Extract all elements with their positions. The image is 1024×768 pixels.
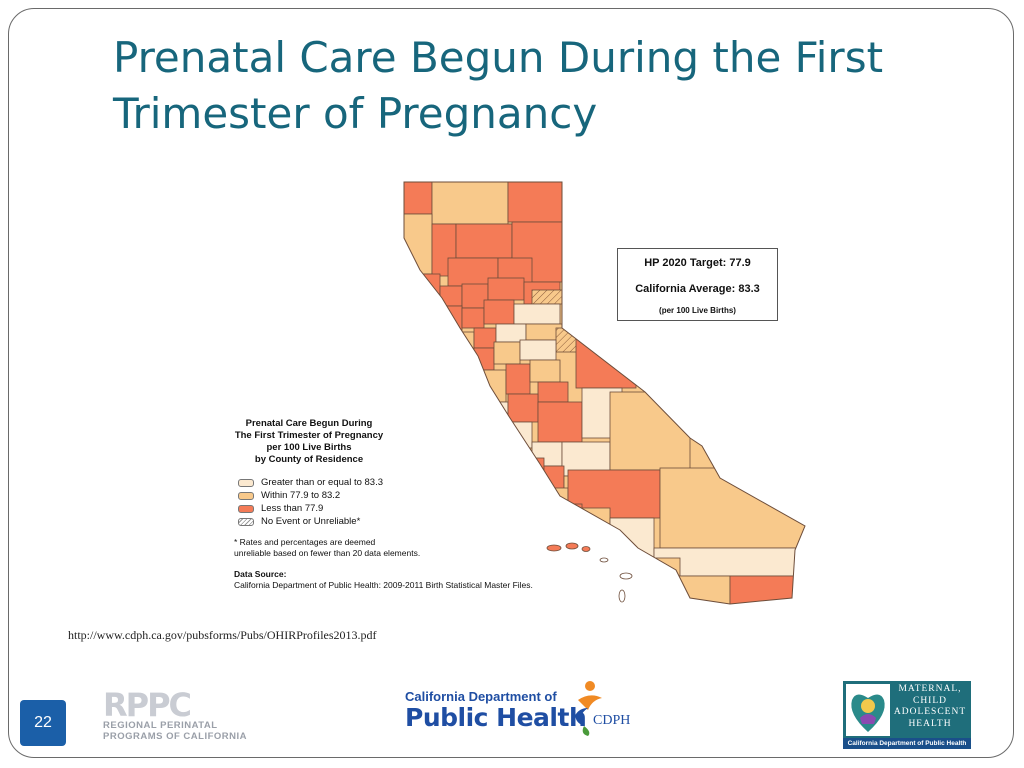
legend-item-unreliable: No Event or Unreliable* — [238, 515, 574, 528]
mcah-heart-icon — [846, 684, 890, 736]
data-source-label: Data Source: — [234, 569, 287, 579]
county-sonoma — [425, 351, 457, 379]
mcah-line: HEALTH — [908, 718, 952, 729]
california-average: California Average: 83.3 — [635, 283, 760, 295]
county-unreliable-1 — [531, 289, 563, 305]
mcah-logo-text: MATERNAL, CHILD ADOLESCENT HEALTH — [891, 684, 969, 730]
rppc-logo-line1: REGIONAL PERINATAL — [103, 720, 218, 731]
county-del-norte — [404, 182, 433, 215]
legend-swatch-low — [238, 504, 254, 513]
california-county-map — [403, 181, 806, 605]
target-box: HP 2020 Target: 77.9 California Average:… — [617, 248, 778, 321]
hp2020-target: HP 2020 Target: 77.9 — [644, 257, 751, 269]
county-yuba — [461, 307, 485, 329]
county-glenn — [439, 285, 463, 307]
map-legend: Prenatal Care Begun During The First Tri… — [234, 418, 574, 590]
county-napa — [455, 349, 475, 375]
legend-title-line: by County of Residence — [254, 454, 364, 465]
rppc-logo-line2: PROGRAMS OF CALIFORNIA — [103, 731, 247, 742]
county-fresno — [537, 401, 583, 443]
mcah-logo-footer: California Department of Public Health — [843, 738, 971, 749]
legend-title-line: Prenatal Care Begun During — [245, 418, 373, 429]
county-san-joaquin — [483, 369, 507, 403]
source-url[interactable]: http://www.cdph.ca.gov/pubsforms/Pubs/OH… — [68, 628, 377, 642]
legend-footnote: * Rates and percentages are deemed unrel… — [234, 537, 421, 558]
legend-title-line: The First Trimester of Pregnancy — [234, 430, 384, 441]
legend-label: Less than 77.9 — [261, 503, 324, 514]
county-imperial — [729, 575, 805, 604]
county-sierra — [487, 277, 525, 301]
county-yolo — [445, 331, 475, 351]
county-mariposa — [529, 359, 561, 383]
county-sacramento — [473, 347, 495, 371]
rppc-logo-abbrev: RPPC — [103, 686, 192, 724]
county-kern — [567, 469, 661, 519]
cdph-logo: California Department of Public Health C… — [405, 681, 645, 745]
legend-title: Prenatal Care Begun During The First Tri… — [234, 418, 384, 466]
island — [546, 544, 562, 552]
legend-items: Greater than or equal to 83.3 Within 77.… — [234, 476, 574, 528]
legend-swatch-hatched — [238, 517, 254, 526]
county-amador — [495, 323, 527, 343]
county-san-diego — [669, 575, 731, 604]
island — [565, 542, 579, 550]
legend-swatch-high — [238, 478, 254, 487]
rppc-logo: RPPC REGIONAL PERINATAL PROGRAMS OF CALI… — [103, 686, 248, 742]
county-solano — [461, 373, 485, 395]
legend-label: Within 77.9 to 83.2 — [261, 490, 341, 501]
county-ventura — [581, 507, 611, 543]
county-orange — [653, 557, 681, 577]
county-san-francisco — [449, 395, 469, 411]
county-modoc — [507, 182, 565, 223]
channel-islands — [546, 542, 633, 603]
county-los-angeles — [609, 517, 655, 559]
county-stanislaus — [505, 363, 531, 395]
target-unit: (per 100 Live Births) — [659, 306, 736, 315]
island — [618, 589, 626, 603]
legend-label: No Event or Unreliable* — [261, 516, 361, 527]
county-calaveras — [493, 341, 521, 365]
island — [599, 557, 609, 563]
county-san-bernardino — [659, 467, 805, 549]
county-placer — [483, 299, 515, 325]
legend-item-low: Less than 77.9 — [238, 502, 574, 515]
county-madera — [537, 381, 569, 403]
slide-title: Prenatal Care Begun During the First Tri… — [113, 33, 884, 138]
legend-item-mid: Within 77.9 to 83.2 — [238, 489, 574, 502]
slide-number: 22 — [20, 700, 66, 746]
cdph-figure-icon — [575, 681, 602, 736]
data-source: California Department of Public Health: … — [234, 580, 533, 590]
county-mendocino — [404, 273, 441, 327]
legend-swatch-mid — [238, 491, 254, 500]
county-sutter — [473, 327, 497, 349]
cdph-logo-abbrev: CDPH — [593, 713, 631, 728]
island — [619, 572, 633, 580]
county-siskiyou — [431, 182, 509, 225]
county-tuolumne — [519, 339, 557, 361]
island — [581, 546, 591, 552]
county-shasta — [455, 223, 513, 259]
cdph-logo-line2: Public Health — [405, 703, 587, 732]
slide-frame — [8, 8, 1014, 758]
legend-title-line: per 100 Live Births — [266, 442, 352, 453]
mcah-line: MATERNAL, — [898, 684, 962, 694]
county-humboldt — [404, 213, 433, 275]
california-outline — [403, 181, 806, 605]
county-marin — [439, 377, 463, 397]
legend-label: Greater than or equal to 83.3 — [261, 477, 383, 488]
county-lake — [419, 325, 447, 353]
mcah-logo: MATERNAL, CHILD ADOLESCENT HEALTH Califo… — [843, 681, 971, 749]
county-contra-costa — [467, 393, 489, 413]
county-colusa — [439, 305, 463, 333]
county-inyo — [609, 391, 691, 471]
mcah-line: CHILD — [912, 695, 948, 706]
cdph-logo-line1: California Department of — [405, 689, 557, 704]
legend-item-high: Greater than or equal to 83.3 — [238, 476, 574, 489]
mcah-line: ADOLESCENT — [893, 707, 967, 717]
county-el-dorado — [513, 303, 561, 325]
